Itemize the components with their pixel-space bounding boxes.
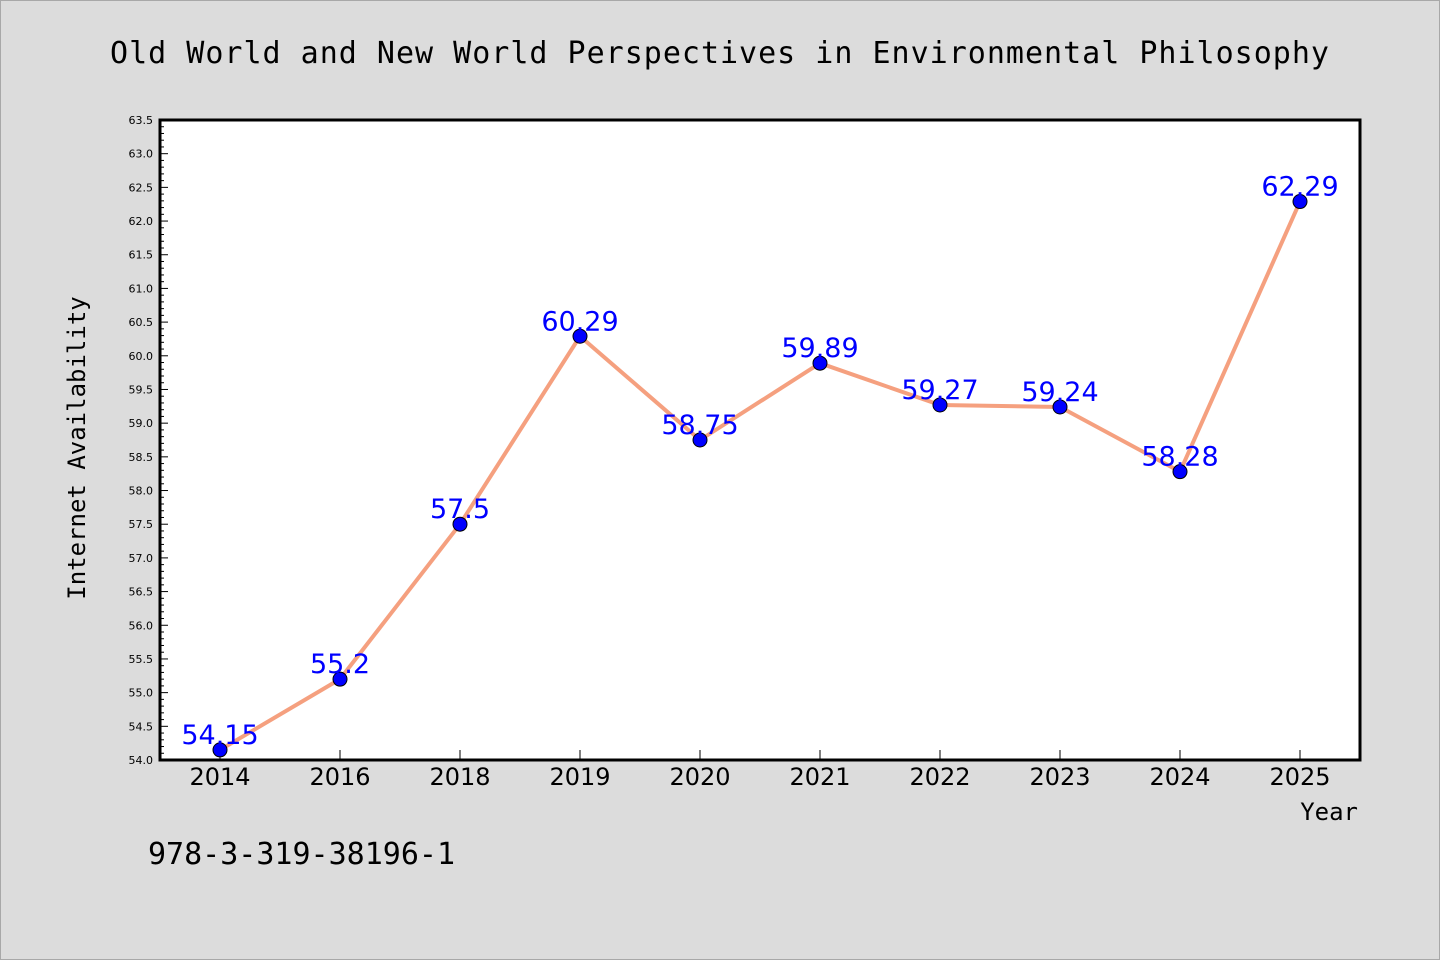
y-tick-label: 55.0: [129, 687, 154, 700]
x-tick-label: 2016: [309, 763, 370, 791]
x-axis: 2014 2016 2018 2019 2020 2021 2022 2023 2024 2025: [189, 750, 1331, 791]
y-tick-label: 63.5: [129, 114, 154, 127]
isbn-footer: 978-3-319-38196-1: [148, 837, 455, 872]
y-tick-label: 62.0: [129, 215, 154, 228]
data-label: 57.5: [430, 494, 490, 525]
markers-group: [212, 194, 1308, 758]
y-tick-label: 57.5: [129, 518, 154, 531]
x-tick-label: 2014: [189, 763, 250, 791]
data-point: [812, 355, 828, 371]
data-label: 55.2: [310, 649, 370, 680]
y-tick-label: 58.5: [129, 451, 154, 464]
x-tick-label: 2021: [789, 763, 850, 791]
y-axis: 54.0 54.5 55.0 55.5 56.0 56.5 57.0 57.5 58.0 58.5…: [129, 114, 168, 767]
series-line: [218, 200, 1302, 752]
y-tick-label: 56.5: [129, 586, 154, 599]
data-point: [1052, 399, 1068, 415]
data-label: 59.89: [781, 333, 858, 364]
data-label: 60.29: [541, 306, 618, 337]
y-tick-label: 61.5: [129, 249, 154, 262]
data-label: 58.75: [661, 410, 738, 441]
data-point: [572, 328, 588, 344]
data-point: [932, 397, 948, 413]
data-point: [452, 516, 468, 532]
data-label: 54.15: [181, 720, 258, 751]
x-tick-label: 2018: [429, 763, 490, 791]
y-axis-title: Internet Availability: [63, 296, 91, 599]
data-label: 59.27: [901, 375, 978, 406]
x-tick-label: 2024: [1149, 763, 1210, 791]
data-point: [1172, 464, 1188, 480]
y-tick-label: 60.0: [129, 350, 154, 363]
chart-title: Old World and New World Perspectives in …: [110, 36, 1330, 71]
data-point: [212, 742, 228, 758]
data-point: [692, 432, 708, 448]
y-tick-label: 59.5: [129, 383, 154, 396]
y-tick-label: 61.0: [129, 282, 154, 295]
y-tick-label: 54.0: [129, 754, 154, 767]
data-point: [332, 671, 348, 687]
x-tick-label: 2022: [909, 763, 970, 791]
x-tick-label: 2019: [549, 763, 610, 791]
y-tick-label: 57.0: [129, 552, 154, 565]
y-tick-label: 63.0: [129, 148, 154, 161]
y-tick-label: 56.0: [129, 619, 154, 632]
data-label: 59.24: [1021, 377, 1098, 408]
y-tick-label: 62.5: [129, 181, 154, 194]
y-tick-label: 55.5: [129, 653, 154, 666]
data-label: 62.29: [1261, 172, 1338, 203]
data-labels-group: 54.15 55.2 57.5 60.29 58.75 59.89 59.27 59.24 58…: [181, 172, 1338, 751]
y-tick-label: 58.0: [129, 485, 154, 498]
data-label: 58.28: [1141, 442, 1218, 473]
y-tick-label: 59.0: [129, 417, 154, 430]
data-point: [1292, 194, 1308, 210]
x-tick-label: 2023: [1029, 763, 1090, 791]
y-tick-label: 60.5: [129, 316, 154, 329]
x-tick-label: 2020: [669, 763, 730, 791]
series-line-group: [218, 200, 1302, 752]
y-tick-label: 54.5: [129, 720, 154, 733]
x-tick-label: 2025: [1269, 763, 1330, 791]
x-axis-title: Year: [1300, 798, 1358, 826]
